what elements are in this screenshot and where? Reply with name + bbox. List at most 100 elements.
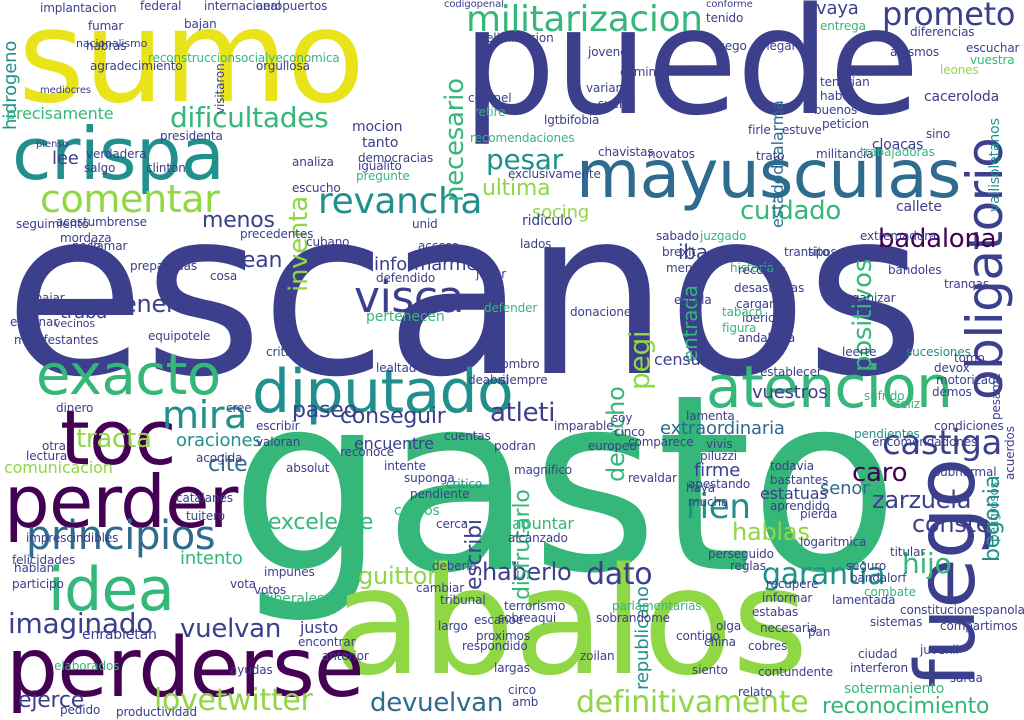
word: trabajadoras <box>860 145 935 159</box>
word: dato <box>586 557 653 592</box>
word: ultima <box>482 176 551 201</box>
word: informarme <box>374 254 478 275</box>
word: andalucia <box>738 331 796 345</box>
word: vota <box>230 577 257 591</box>
word: dinero <box>56 401 94 415</box>
word: relato <box>738 685 773 699</box>
word: conseguir <box>340 404 446 429</box>
word: guitton <box>358 562 443 590</box>
word: internacional <box>204 0 281 13</box>
word: joder <box>476 267 507 281</box>
word: extraordinaria <box>660 418 785 439</box>
word: iba <box>678 240 708 264</box>
word: lgtbifobia <box>544 113 600 127</box>
word: podran <box>494 439 536 453</box>
word: perder <box>4 460 238 544</box>
word: exacto <box>36 343 221 408</box>
word: lovetwitter <box>154 683 313 718</box>
word: trabajar <box>18 291 65 305</box>
word: tendrian <box>820 75 870 89</box>
word: tranqas <box>944 277 989 291</box>
word: productividad <box>116 705 197 719</box>
word: desastrosas <box>734 281 805 295</box>
word: traba <box>60 302 108 323</box>
word: conste <box>912 510 991 538</box>
word: democracias <box>358 151 434 165</box>
word: militarizacion <box>466 0 703 40</box>
word: revaldar <box>628 471 677 485</box>
word: conforme <box>706 0 753 10</box>
word: seguimiento <box>16 217 89 231</box>
word: paseo <box>292 398 357 423</box>
word: jovenes <box>588 45 634 59</box>
word: zarzuela <box>872 486 972 514</box>
word: socing <box>532 202 590 223</box>
word: contigo <box>676 629 720 643</box>
word: presidenta <box>160 129 223 143</box>
word: diputado <box>252 357 514 427</box>
word: combate <box>864 585 916 599</box>
word: otra <box>42 439 66 453</box>
word: magnifico <box>514 463 573 477</box>
word: logaritmica <box>800 535 867 549</box>
word: mediocres <box>40 85 91 96</box>
word: respondido <box>462 639 528 653</box>
word: escuchar <box>966 41 1020 55</box>
word: cargos <box>394 503 440 519</box>
word: verdadera <box>86 147 147 161</box>
word: donaciones <box>570 305 638 319</box>
word: encomendadones <box>872 435 978 449</box>
word: lealtad <box>376 361 417 375</box>
word: largas <box>494 661 530 675</box>
word: pertenecen <box>366 309 445 325</box>
word: escala <box>674 293 712 307</box>
word: pegi <box>623 330 656 390</box>
word: negar <box>762 39 797 53</box>
word: imprescindibles <box>26 531 119 545</box>
word: sotermaniento <box>844 681 945 697</box>
word: salgo <box>84 161 116 175</box>
word: cuentas <box>444 429 491 443</box>
word: fumar <box>88 19 124 33</box>
word: equipo <box>148 329 189 343</box>
word: largo <box>438 619 468 633</box>
word: recomendaciones <box>470 131 575 145</box>
word: mucha <box>688 495 729 509</box>
word: cobres <box>748 639 788 653</box>
word: siento <box>692 663 728 677</box>
word: tanto <box>362 135 399 151</box>
word: imaginado <box>8 607 154 640</box>
word: vecinos <box>54 317 96 330</box>
word: ayudas <box>230 663 273 677</box>
word: subnormal <box>934 465 997 479</box>
word: perderse <box>6 621 364 716</box>
word: cree <box>226 401 252 415</box>
word: critico <box>446 477 483 491</box>
word: terrorismo <box>504 599 566 613</box>
word: felicidades <box>12 553 76 567</box>
word: militancia <box>816 147 874 161</box>
word: caro <box>852 458 908 488</box>
word: cuidado <box>740 196 842 226</box>
word: variante <box>586 81 635 95</box>
word: sabado <box>656 229 699 243</box>
word: liberales <box>266 591 325 607</box>
word: europeo <box>588 439 637 453</box>
word: cosa <box>210 269 238 283</box>
word: ibericos <box>742 311 788 325</box>
word: absolut <box>286 461 330 475</box>
word: veneno <box>108 290 196 318</box>
word: toc <box>60 393 177 482</box>
word: prometo <box>882 0 1016 33</box>
word: circo <box>508 683 536 697</box>
word: titular <box>890 545 926 559</box>
word: todavia <box>770 459 814 473</box>
word: novatos <box>648 147 695 161</box>
word: pierda <box>800 507 838 521</box>
word: chavistas <box>598 145 654 159</box>
word: informar <box>762 591 813 605</box>
word: visitaron <box>213 63 227 114</box>
word: lee <box>52 148 79 169</box>
word: reconoce <box>340 445 394 459</box>
word: retire <box>474 105 506 119</box>
